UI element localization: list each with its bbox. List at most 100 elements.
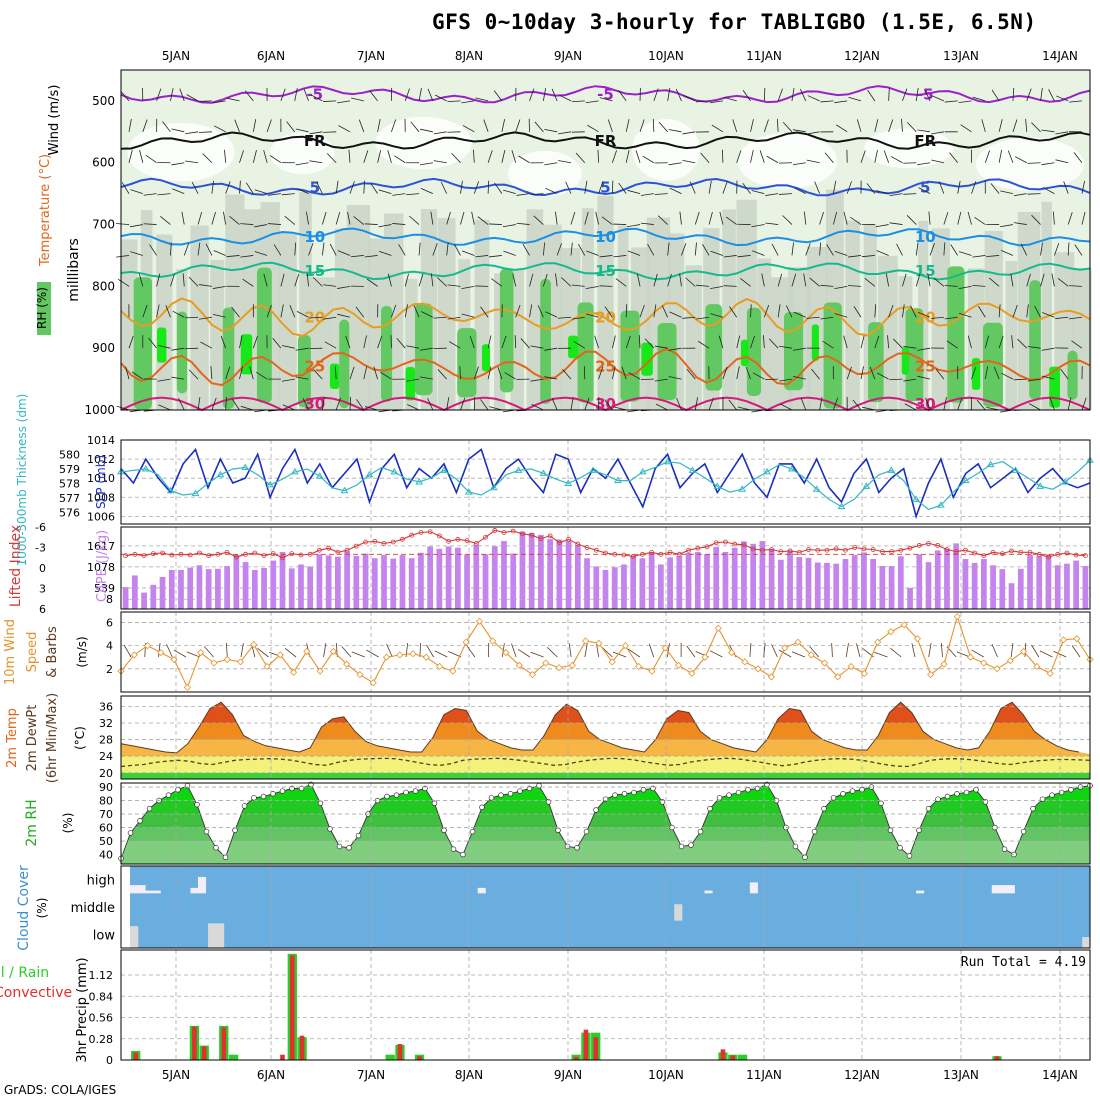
wind-barb — [584, 180, 588, 194]
slp-line — [120, 447, 1091, 520]
wind-barb — [1074, 244, 1083, 256]
wind-barb — [848, 285, 862, 287]
wind-barb — [833, 397, 839, 411]
wind-barb — [598, 366, 604, 380]
wind-barb — [669, 311, 682, 318]
cloud-panel-frame — [120, 865, 1091, 949]
cloud-high — [198, 876, 207, 894]
wind-barb — [170, 242, 172, 256]
wind-speed-point — [608, 658, 616, 666]
wind-barb — [392, 193, 406, 196]
wind-barb — [473, 366, 479, 380]
wind-barb — [917, 311, 931, 318]
wind-barb — [679, 211, 682, 225]
precip-conv-bar — [417, 1056, 422, 1060]
wind-barb — [282, 404, 295, 411]
wind-barb — [824, 152, 834, 163]
wind-barb — [149, 244, 157, 256]
wind-barb — [745, 366, 751, 380]
rh-point — [441, 827, 447, 833]
wind-barb-10m — [517, 648, 531, 658]
wind-speed-point — [887, 628, 895, 636]
slp-tick: 1012 — [87, 453, 115, 466]
wind-barb — [1029, 403, 1041, 411]
wind-barb — [418, 88, 422, 101]
rh-band — [121, 814, 1090, 828]
rh-bright-area — [405, 367, 416, 401]
wind-barb — [972, 284, 986, 287]
ylabel-millibars: milllibars — [66, 238, 82, 302]
wind-barb — [245, 182, 254, 194]
wind-barb — [820, 284, 834, 287]
li-point — [621, 552, 627, 558]
cape-bar — [870, 559, 876, 609]
wind-barb — [889, 193, 903, 196]
rh-legend-swatch — [37, 282, 51, 335]
ylabel-wind: Wind (m/s) — [47, 85, 62, 156]
cape-bar — [704, 554, 710, 609]
wind-barb — [864, 277, 876, 287]
rh-green-area — [746, 307, 762, 396]
isotherm-10 — [120, 227, 1091, 247]
wind-barb — [654, 345, 668, 349]
wind-barb — [363, 180, 365, 194]
cape-bar — [215, 568, 221, 609]
wind-barb-10m — [568, 643, 572, 658]
day-tick-top: 14JAN — [1042, 49, 1078, 63]
wind-barb — [353, 216, 365, 225]
rh-clear-patch — [127, 122, 235, 182]
wind-barb — [116, 405, 130, 411]
wind-speed-point — [741, 658, 749, 666]
wind-barb — [377, 150, 382, 163]
ylabel-temp-d: (°C) — [73, 726, 87, 750]
cape-bar — [233, 555, 240, 609]
li-point — [843, 547, 848, 553]
wind-barb — [933, 277, 945, 287]
wind-speed-point — [621, 642, 629, 650]
li-point — [307, 551, 313, 557]
wind-speed-point — [767, 673, 775, 681]
wind-barb — [943, 397, 947, 411]
rh-point — [954, 791, 960, 797]
wind-barb-10m — [448, 650, 462, 658]
wind-barb — [515, 119, 521, 132]
wind-barb — [296, 310, 309, 318]
rh-clear-patch — [632, 119, 701, 181]
wind-barb — [171, 376, 185, 380]
rh-shade — [1041, 201, 1052, 410]
wind-barb — [1020, 243, 1028, 256]
wind-barb — [901, 118, 903, 132]
wind-barb — [759, 150, 765, 163]
wind-barb — [848, 255, 862, 258]
cape-bar — [454, 547, 461, 609]
isotherm-label: -5 — [597, 86, 614, 104]
wind-barb — [1031, 214, 1041, 225]
cape-bar — [1082, 566, 1089, 609]
cape-bar — [399, 555, 406, 609]
wind-barb — [654, 378, 668, 382]
wind-barb-10m — [546, 647, 558, 658]
wind-barb — [826, 244, 834, 256]
wind-tick: 8 — [106, 593, 113, 606]
cape-bar — [316, 554, 323, 609]
wind-speed-point — [542, 659, 550, 667]
rh-band — [121, 800, 1090, 815]
wind-barb — [819, 242, 822, 256]
wind-barb — [530, 345, 544, 349]
wind-barb — [852, 399, 862, 411]
wind-barb — [157, 344, 171, 349]
cape-bar — [427, 546, 434, 609]
precip-conv-bar — [994, 1056, 1000, 1060]
wind-barb — [191, 181, 199, 194]
wind-barb — [394, 155, 406, 164]
cloud-low — [215, 923, 225, 948]
wind-barb — [240, 223, 254, 225]
wind-barb — [537, 305, 544, 318]
rh-clear-patch — [270, 132, 335, 175]
wind-barb — [347, 211, 351, 225]
wind-barb — [231, 306, 240, 318]
wind-barb — [306, 273, 309, 287]
rh-shade — [346, 204, 371, 410]
wind-barb — [750, 304, 752, 318]
rh-point — [925, 805, 932, 812]
